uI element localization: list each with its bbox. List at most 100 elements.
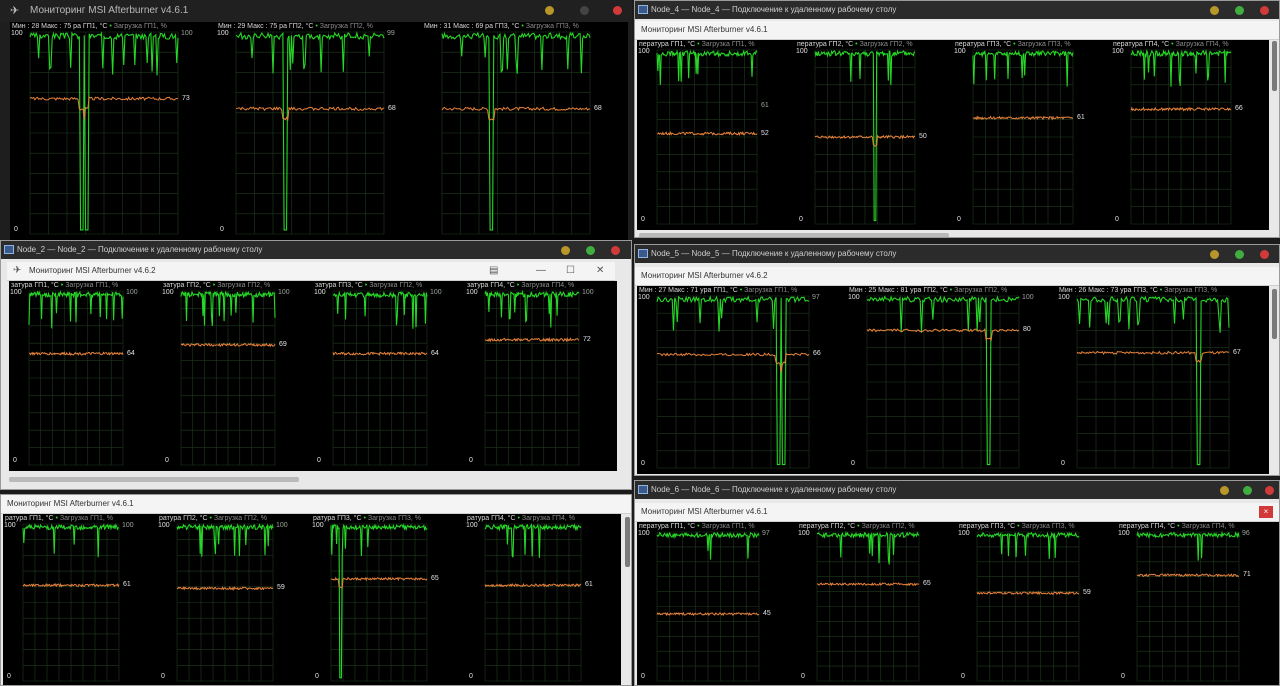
minimize-button[interactable] [1210, 250, 1219, 259]
legend-dot-icon: • [515, 515, 522, 522]
y-axis-max-label: 100 [1058, 294, 1070, 301]
temperature-series-label: пература ГП2, °С [797, 41, 854, 48]
gpu-load-line [866, 295, 1020, 466]
gpu-temperature-line [656, 130, 758, 137]
maximize-button[interactable]: ☐ [566, 265, 575, 276]
minimize-button[interactable] [561, 246, 570, 255]
gpu-temperature-line [816, 582, 920, 587]
load-series-label: Загрузка ГП2, % [319, 23, 373, 30]
afterburner-plane-icon: ✈ [13, 265, 22, 276]
menu-icon[interactable]: ▤ [489, 265, 499, 276]
horizontal-scrollbar[interactable] [9, 477, 299, 482]
gpu-temperature-line [28, 351, 124, 356]
minimize-button[interactable] [1210, 6, 1219, 15]
temperature-series-label: пература ГП1, °С [639, 41, 696, 48]
temperature-current-value: 67 [1233, 348, 1241, 356]
gpu-graph-panel: затура ГП3, °С • Загрузка ГП2, % 100 0 100 6… [313, 281, 461, 471]
rdp-titlebar[interactable]: Node_4 — Node_4 — Подключение к удаленно… [635, 1, 1279, 19]
vertical-scrollbar[interactable] [1272, 41, 1277, 91]
afterburner-titlebar[interactable]: Мониторинг MSI Afterburner v4.6.1 [635, 21, 1279, 40]
gpu-graph-plot [441, 31, 591, 235]
gpu-graph-panel: пература ГП2, °С • Загрузка ГП2, % 100 0 50 [795, 40, 949, 230]
maximize-button[interactable] [586, 246, 595, 255]
legend-dot-icon: • [853, 41, 860, 48]
legend-dot-icon: • [1011, 41, 1018, 48]
afterburner-titlebar[interactable]: Мониторинг MSI Afterburner v4.6.2 [635, 267, 1279, 286]
gpu-temperature-line [330, 576, 428, 589]
vertical-scrollbar[interactable] [625, 517, 630, 567]
maximize-button[interactable] [1235, 250, 1244, 259]
maximize-button[interactable] [580, 6, 589, 15]
temperature-current-value: 65 [923, 580, 931, 588]
temperature-series-label: затура ГП4, °С [467, 282, 515, 289]
afterburner-window-bottom-left: Мониторинг MSI Afterburner v4.6.1 ратура… [0, 494, 632, 686]
gpu-graph-panel: Мин : 26 Макс : 73 ура ГП3, °С • Загрузк… [1057, 286, 1263, 474]
rdp-titlebar[interactable]: Node_5 — Node_5 — Подключение к удаленно… [635, 245, 1279, 263]
y-axis-min-label: 0 [220, 226, 224, 233]
minimize-button[interactable] [1220, 486, 1229, 495]
y-axis-min-label: 0 [1121, 673, 1125, 680]
close-button[interactable] [611, 246, 620, 255]
gpu-graph-panel: Мин : 31 Макс : 69 ра ГП3, °С • Загрузка… [422, 22, 624, 240]
vertical-scrollbar[interactable] [1272, 289, 1277, 339]
window-title: Мониторинг MSI Afterburner v4.6.2 [641, 271, 768, 280]
legend-dot-icon: • [1015, 523, 1022, 530]
gpu-load-line [656, 295, 810, 466]
close-button[interactable] [1265, 486, 1274, 495]
gpu-temperature-line [332, 351, 428, 357]
gpu-temperature-line [176, 586, 274, 591]
gpu-graph-panel: затура ГП4, °С • Загрузка ГП4, % 100 0 100 7… [465, 281, 613, 471]
horizontal-scrollbar[interactable] [639, 233, 949, 237]
rdp-titlebar[interactable]: Node_6 — Node_6 — Подключение к удаленно… [635, 481, 1279, 499]
rdp-title: Node_6 — Node_6 — Подключение к удаленно… [651, 485, 897, 494]
temperature-current-value: 52 [761, 129, 769, 137]
legend-dot-icon: • [947, 287, 955, 294]
close-button[interactable]: × [1259, 506, 1273, 518]
temperature-current-value: 66 [813, 350, 821, 358]
maximize-button[interactable] [1243, 486, 1252, 495]
legend-dot-icon: • [737, 287, 745, 294]
temperature-current-value: 59 [277, 584, 285, 592]
rdp-titlebar[interactable]: Node_2 — Node_2 — Подключение к удаленно… [1, 241, 631, 259]
minimize-button[interactable] [545, 6, 554, 15]
y-axis-max-label: 100 [958, 530, 970, 537]
gpu-load-line [176, 523, 274, 557]
y-axis-min-label: 0 [641, 673, 645, 680]
monitoring-graph-area: ратура ГП1, °С • Загрузка ГП1, % 100 0 100 6… [3, 514, 621, 685]
window-title: Мониторинг MSI Afterburner v4.6.1 [7, 499, 134, 508]
window-titlebar[interactable]: ✈ Мониторинг MSI Afterburner v4.6.1 [0, 0, 632, 22]
close-button[interactable] [613, 6, 622, 15]
load-current-value: 99 [387, 30, 395, 37]
gpu-graph-panel: ратура ГП1, °С • Загрузка ГП1, % 100 0 100 6… [3, 514, 153, 685]
temperature-series-label: пература ГП3, °С [955, 41, 1012, 48]
minimize-button[interactable]: — [536, 265, 546, 276]
gpu-temperature-line [656, 352, 810, 373]
graph-header: пература ГП3, °С • Загрузка ГП3, % [959, 522, 1075, 531]
graph-header: затура ГП1, °С • Загрузка ГП1, % [11, 281, 118, 290]
temperature-series-label: пература ГП2, °С [799, 523, 856, 530]
afterburner-titlebar[interactable]: Мониторинг MSI Afterburner v4.6.1 [1, 495, 631, 514]
maximize-button[interactable] [1235, 6, 1244, 15]
y-axis-min-label: 0 [317, 457, 321, 464]
load-series-label: Загрузка ГП2, % [217, 282, 271, 289]
legend-dot-icon: • [695, 41, 702, 48]
temperature-series-label: ратура ГП2, °С [159, 515, 208, 522]
temperature-series-label: ратура ГП1, °С [5, 515, 54, 522]
gpu-graph-plot [656, 49, 758, 225]
close-button[interactable] [1260, 6, 1269, 15]
y-axis-max-label: 100 [638, 48, 650, 55]
afterburner-titlebar[interactable]: ✈ Мониторинг MSI Afterburner v4.6.2 [7, 262, 615, 281]
close-button[interactable] [1260, 250, 1269, 259]
y-axis-max-label: 100 [1112, 48, 1124, 55]
load-current-value: 97 [812, 294, 820, 301]
load-series-label: Загрузка ГП1, % [701, 41, 755, 48]
gpu-load-line [484, 289, 580, 328]
afterburner-titlebar[interactable]: Мониторинг MSI Afterburner v4.6.1 [635, 503, 1279, 522]
graph-header: пература ГП1, °С • Загрузка ГП1, % [639, 40, 755, 49]
load-series-label: Загрузка ГП2, % [213, 515, 267, 522]
graph-header: Мин : 25 Макс : 81 ура ГП2, °С • Загрузк… [849, 286, 1007, 295]
close-button[interactable]: ✕ [596, 265, 605, 276]
rdp-title: Node_4 — Node_4 — Подключение к удаленно… [651, 5, 897, 14]
gpu-graph-panel: пература ГП1, °С • Загрузка ГП1, % 100 0 97… [637, 522, 793, 685]
y-axis-min-label: 0 [161, 673, 165, 680]
